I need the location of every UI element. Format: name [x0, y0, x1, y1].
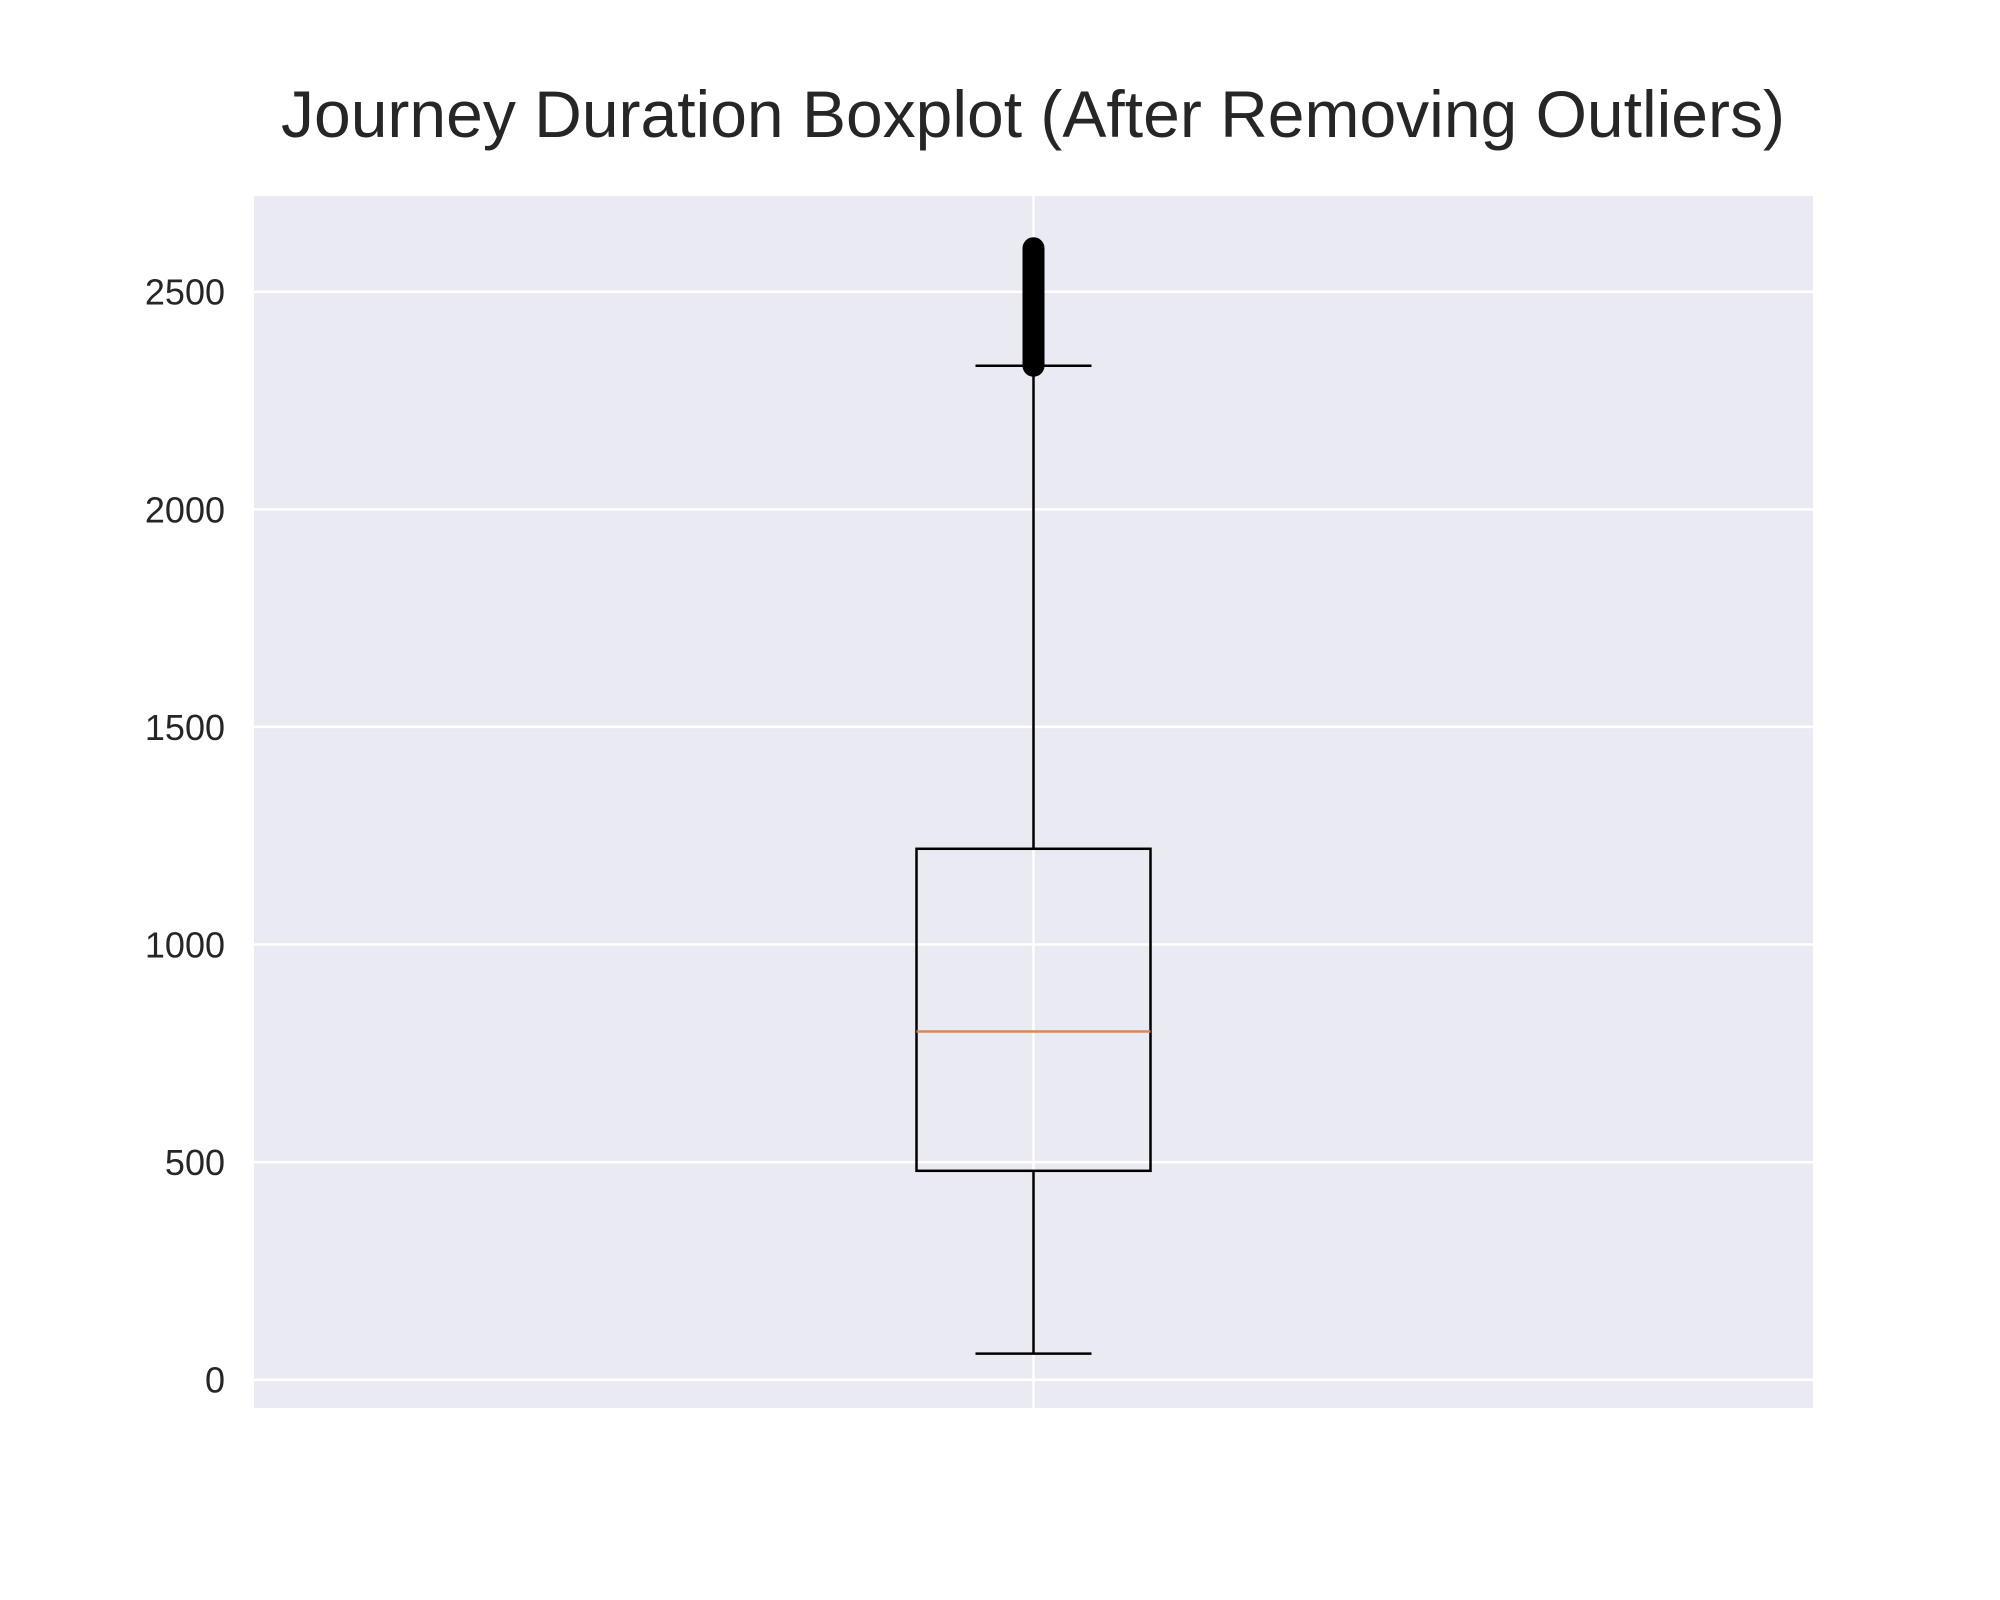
y-tick-label: 1000 [145, 925, 225, 966]
chart-title: Journey Duration Boxplot (After Removing… [281, 77, 1785, 151]
y-tick-label: 0 [205, 1360, 225, 1401]
y-tick-labels: 0 500 1000 1500 2000 2500 [145, 272, 225, 1401]
boxplot [915, 237, 1152, 1355]
iqr-box [915, 847, 1152, 1173]
y-tick-label: 2000 [145, 489, 225, 530]
y-tick-label: 2500 [145, 272, 225, 313]
y-tick-label: 1500 [145, 707, 225, 748]
y-tick-label: 500 [165, 1142, 225, 1183]
